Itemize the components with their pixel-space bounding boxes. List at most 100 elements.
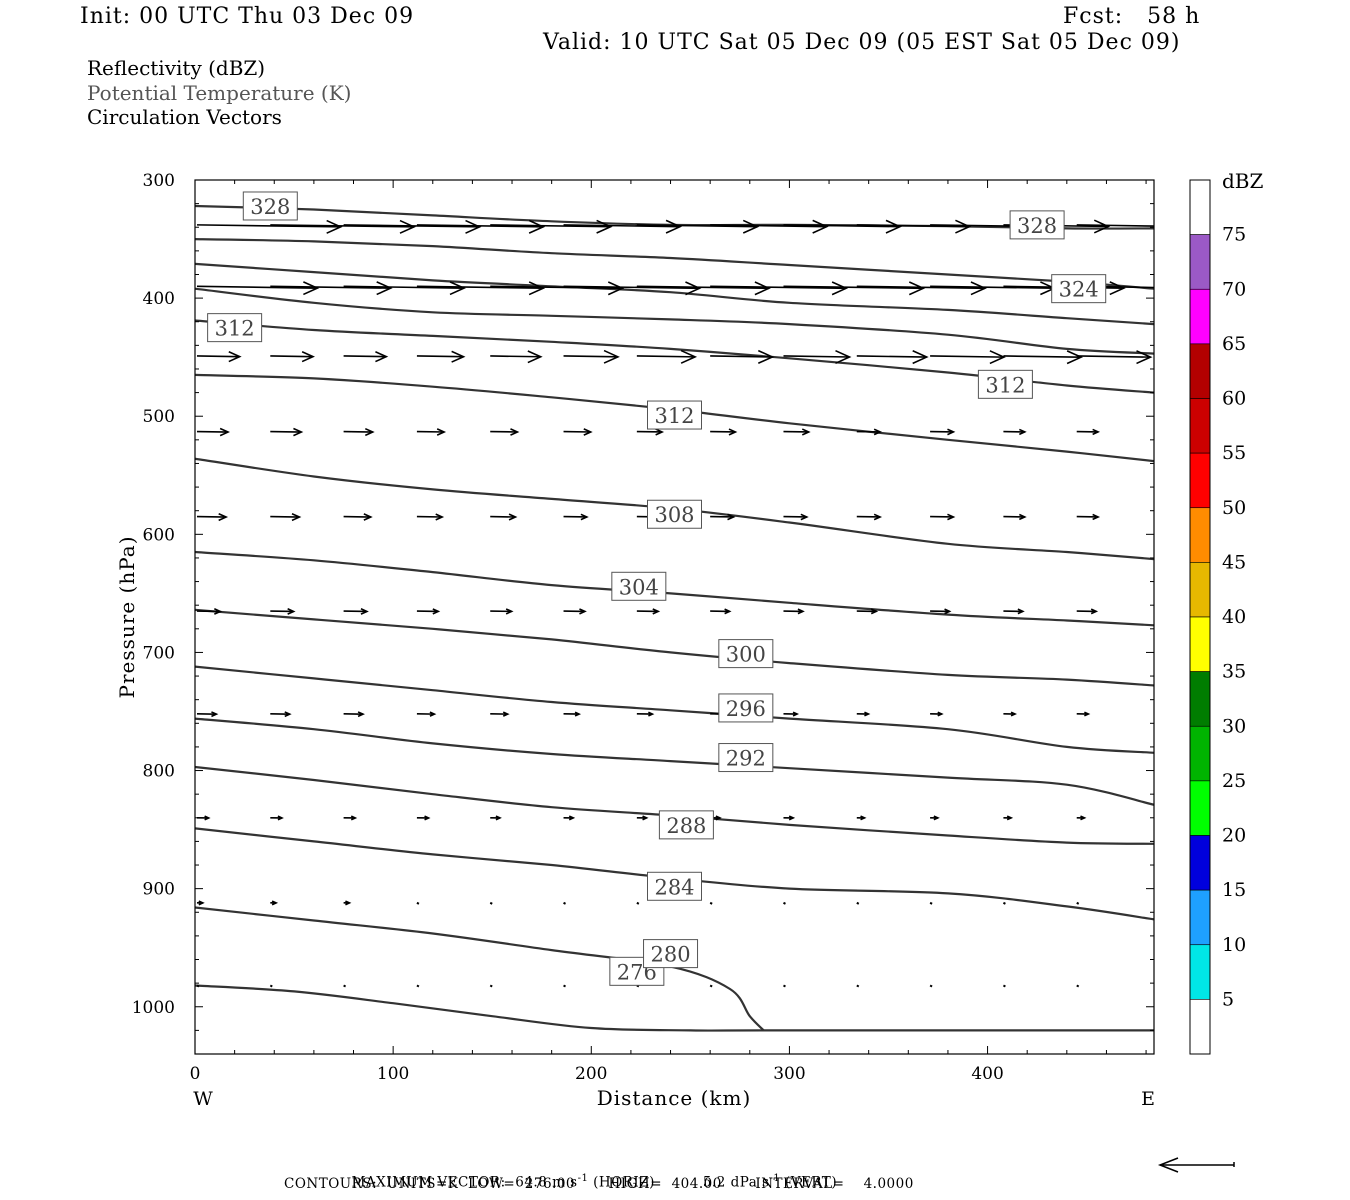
circulation-vector [490, 350, 543, 364]
reference-vector [1157, 1157, 1235, 1173]
svg-text:300: 300 [726, 643, 766, 667]
contour-label: 308 [647, 499, 702, 529]
contour-label: 312 [647, 400, 702, 430]
circulation-vector [490, 428, 520, 436]
contours-info: CONTOURS: UNITS=K LOW= 276.00 HIGH= 404.… [284, 1176, 914, 1192]
circulation-vector [416, 513, 445, 521]
y-tick-label: 400 [143, 289, 175, 309]
circulation-vector [710, 281, 849, 296]
x-tick-label: 200 [575, 1064, 607, 1084]
circulation-vector [783, 901, 786, 905]
circulation-vector [930, 428, 956, 436]
circulation-vector [490, 815, 502, 821]
circulation-vector [636, 901, 640, 905]
colorbar-label: 45 [1222, 551, 1246, 573]
circulation-vector [416, 711, 437, 717]
circulation-vector [1003, 428, 1027, 436]
circulation-vector [930, 711, 944, 717]
contour-label: 280 [643, 939, 699, 969]
circulation-vector [416, 281, 546, 296]
circulation-vector [1002, 984, 1006, 988]
circulation-vector [563, 711, 582, 717]
circulation-vector [490, 608, 514, 615]
contour-label: 312 [977, 369, 1033, 399]
circulation-vector [343, 219, 482, 234]
circulation-vector [490, 219, 613, 234]
circulation-vector [1076, 608, 1099, 615]
circulation-vector [343, 984, 347, 988]
circulation-vector [930, 608, 952, 615]
circulation-vector [270, 351, 315, 363]
circulation-vector [343, 711, 365, 718]
y-tick-label: 600 [143, 525, 175, 545]
max-vector-prefix: MAXIMUM VECTOR: 64.8 m s [351, 1174, 578, 1191]
plot-frame [194, 179, 1155, 1055]
circulation-vector [1076, 428, 1101, 436]
circulation-vector [783, 608, 805, 615]
circulation-vector [1076, 901, 1080, 905]
theta-contour [195, 287, 1154, 355]
colorbar-label: 65 [1222, 333, 1246, 355]
colorbar-label: 35 [1222, 661, 1246, 683]
circulation-vector [783, 513, 809, 521]
circulation-vector [1076, 350, 1153, 365]
circulation-vector [1003, 711, 1018, 717]
circulation-vector [490, 281, 625, 296]
colorbar-segment [1189, 562, 1211, 618]
circulation-vector [1076, 815, 1087, 821]
svg-text:284: 284 [654, 875, 694, 899]
svg-text:312: 312 [985, 373, 1025, 397]
circulation-vector [930, 513, 956, 521]
colorbar-segment [1189, 452, 1211, 509]
circulation-vector [636, 815, 649, 821]
circulation-vector [636, 281, 771, 296]
circulation-vector [343, 900, 352, 906]
y-tick-label: 1000 [132, 998, 175, 1018]
circulation-vector [856, 608, 879, 615]
colorbar-label: 15 [1222, 879, 1246, 901]
circulation-vector [783, 349, 852, 365]
circulation-vector [270, 281, 393, 296]
colorbar-segment [1189, 944, 1211, 1000]
y-tick-label: 500 [143, 407, 175, 427]
y-axis-label: Pressure (hPa) [115, 536, 139, 699]
circulation-vector [783, 984, 786, 988]
circulation-vector [269, 984, 273, 988]
circulation-vector [636, 219, 760, 234]
circulation-vector [196, 219, 343, 234]
circulation-vector [1076, 984, 1080, 988]
circulation-vector [783, 281, 926, 296]
circulation-vector [783, 428, 811, 436]
circulation-vector [1003, 513, 1027, 521]
svg-text:328: 328 [250, 195, 290, 219]
east-label: E [1141, 1088, 1155, 1110]
x-tick-label: 300 [773, 1064, 805, 1084]
colorbar-label: 55 [1222, 442, 1246, 464]
x-tick-label: 0 [190, 1064, 201, 1084]
circulation-vector [709, 901, 713, 905]
circulation-vector [1003, 608, 1025, 615]
colorbar-label: 70 [1222, 278, 1246, 300]
svg-text:296: 296 [726, 697, 766, 721]
circulation-vector [490, 513, 518, 521]
colorbar-title: dBZ [1222, 169, 1264, 193]
x-tick-label: 100 [377, 1064, 409, 1084]
circulation-vector [1003, 350, 1084, 365]
west-label: W [193, 1088, 213, 1110]
circulation-vector [563, 219, 682, 234]
svg-text:308: 308 [654, 503, 694, 527]
circulation-vectors [196, 219, 1154, 988]
svg-text:304: 304 [619, 575, 659, 599]
circulation-vector [563, 984, 566, 988]
circulation-vector [856, 281, 987, 296]
theta-contour [195, 550, 1154, 627]
colorbar-label: 20 [1222, 825, 1246, 847]
circulation-vector [343, 513, 373, 521]
circulation-vector [1002, 901, 1006, 905]
colorbar-segment [1189, 671, 1211, 727]
circulation-vector [270, 815, 284, 821]
colorbar-segment [1189, 343, 1211, 399]
contour-label: 296 [718, 693, 774, 723]
colorbar-segment [1189, 234, 1211, 290]
